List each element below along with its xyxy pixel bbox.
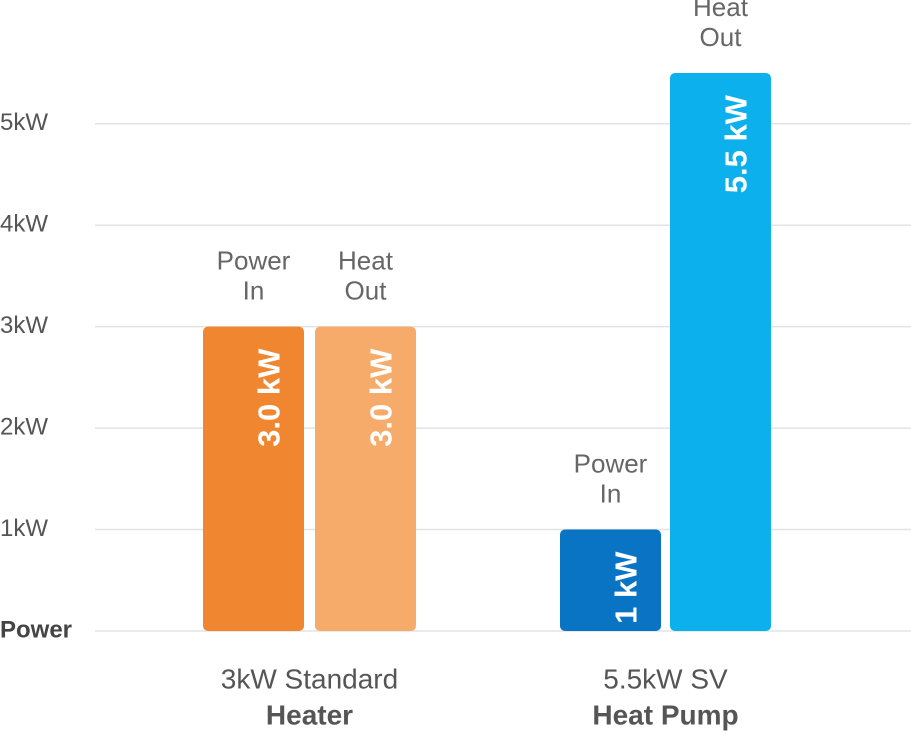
bar xyxy=(315,326,416,631)
bar xyxy=(560,529,661,631)
y-tick-label: 2kW xyxy=(0,413,48,440)
value-label: 1 kW xyxy=(609,551,644,624)
bar-top-label: Out xyxy=(345,276,388,306)
y-tick-label: 4kW xyxy=(0,211,48,238)
bar-top-label: In xyxy=(243,276,265,306)
bar-top-label: Power xyxy=(574,448,648,478)
value-label: 3.0 kW xyxy=(252,348,287,447)
group-label: Heater xyxy=(266,699,353,730)
bar xyxy=(203,326,304,631)
bar xyxy=(670,73,771,631)
bar-top-label: Heat xyxy=(693,0,749,22)
bar-top-label: Power xyxy=(217,246,291,276)
group-label: 3kW Standard xyxy=(221,663,398,694)
y-tick-label: 3kW xyxy=(0,312,48,339)
y-tick-label: 1kW xyxy=(0,515,48,542)
group-label: 5.5kW SV xyxy=(603,663,728,694)
bar-top-label: Out xyxy=(700,22,743,52)
value-label: 3.0 kW xyxy=(364,348,399,447)
bar-top-label: In xyxy=(600,478,622,508)
y-tick-label: 5kW xyxy=(0,109,48,136)
bar-top-label: Heat xyxy=(338,246,394,276)
group-label: Heat Pump xyxy=(592,699,738,730)
value-label: 5.5 kW xyxy=(719,94,754,193)
y-tick-label: Power xyxy=(0,616,72,643)
